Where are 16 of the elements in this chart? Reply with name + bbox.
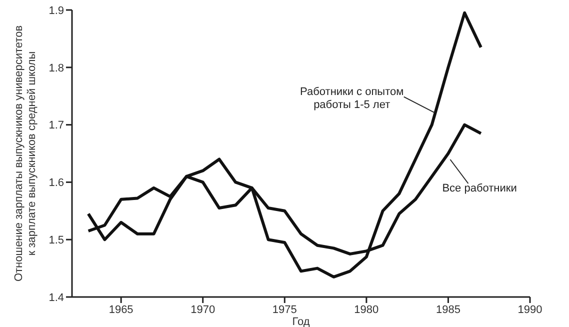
x-axis-title: Год [292,316,310,327]
text: Работники с опытом работы 1-5 лет [300,86,404,111]
y-tick-label: 1.6 [48,177,64,190]
y-tick-label: 1.4 [48,292,64,304]
x-tick-label: 1980 [354,304,379,316]
x-tick-label: 1970 [190,304,216,316]
series-label: Все работники [442,182,517,194]
x-tick-label: 1975 [272,304,297,316]
y-tick-label: 1.8 [48,62,64,74]
x-tick-label: 1985 [436,304,460,316]
y-tick-label: 1.9 [48,4,64,17]
x-tick-label: 1990 [518,304,542,316]
y-tick-label: 1.5 [48,234,64,247]
y-tick-label: 1.7 [48,120,64,132]
x-tick-label: 1965 [108,304,134,316]
y-axis-title: Отношение зарплаты выпускников университетов к зарплате выпускников средней школы [13,25,38,282]
